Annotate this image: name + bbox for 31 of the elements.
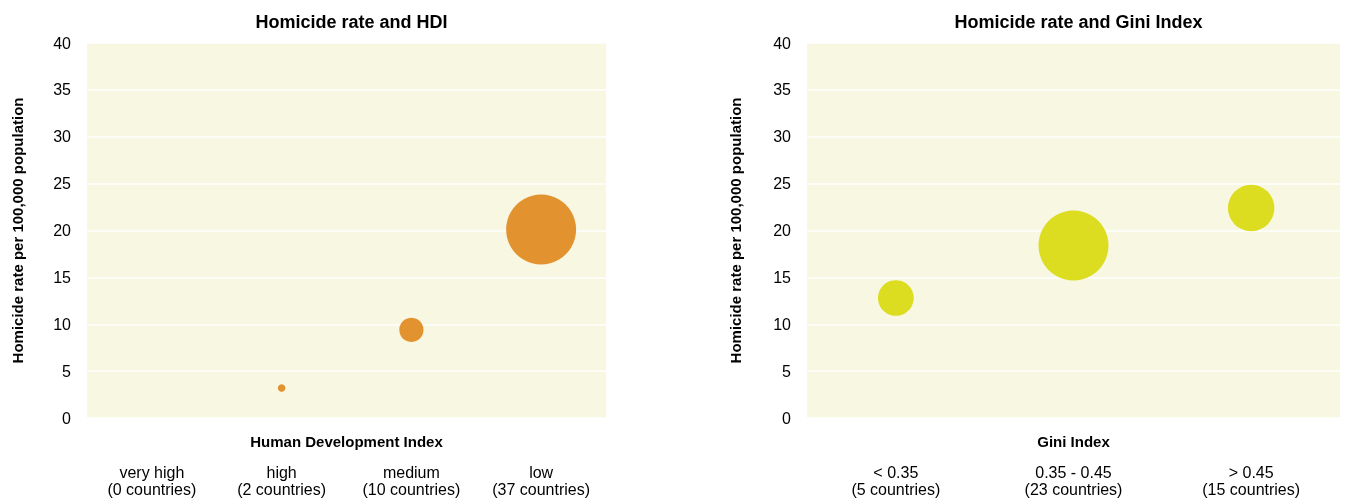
y-tick-label: 5 [62,362,72,380]
y-tick-label: 30 [773,128,792,146]
x-axis-title: Gini Index [1037,433,1111,450]
x-tick-label: < 0.35 (5 countries) [851,464,941,498]
y-tick-label: 40 [53,34,72,52]
chart-title: Homicide rate and Gini Index [954,12,1203,32]
x-axis-title: Human Development Index [250,433,444,450]
y-tick-label: 15 [773,268,792,286]
y-tick-label: 5 [782,362,792,380]
x-tick-label: low (37 countries) [492,464,591,498]
x-tick-label: high (2 countries) [237,464,327,498]
y-tick-label: 35 [53,81,72,99]
y-tick-label: 10 [53,315,72,333]
y-tick-label: 0 [782,409,792,427]
y-tick-label: 35 [773,81,792,99]
y-tick-label: 40 [773,34,792,52]
y-tick-label: 15 [53,268,72,286]
x-tick-label: > 0.45 (15 countries) [1202,464,1301,498]
y-tick-label: 0 [62,409,72,427]
y-tick-label: 25 [53,175,72,193]
x-tick-label: very high (0 countries) [107,464,197,498]
y-tick-label: 20 [53,222,72,239]
y-axis-title: Homicide rate per 100,000 population [9,97,26,364]
x-tick-label: 0.35 - 0.45 (23 countries) [1024,464,1123,498]
chart-title: Homicide rate and HDI [255,12,448,32]
y-tick-label: 30 [53,128,72,146]
x-tick-label: medium (10 countries) [362,464,461,498]
y-tick-label: 25 [773,175,792,193]
y-axis-title: Homicide rate per 100,000 population [727,97,744,364]
y-tick-label: 20 [773,222,792,239]
y-tick-label: 10 [773,315,792,333]
